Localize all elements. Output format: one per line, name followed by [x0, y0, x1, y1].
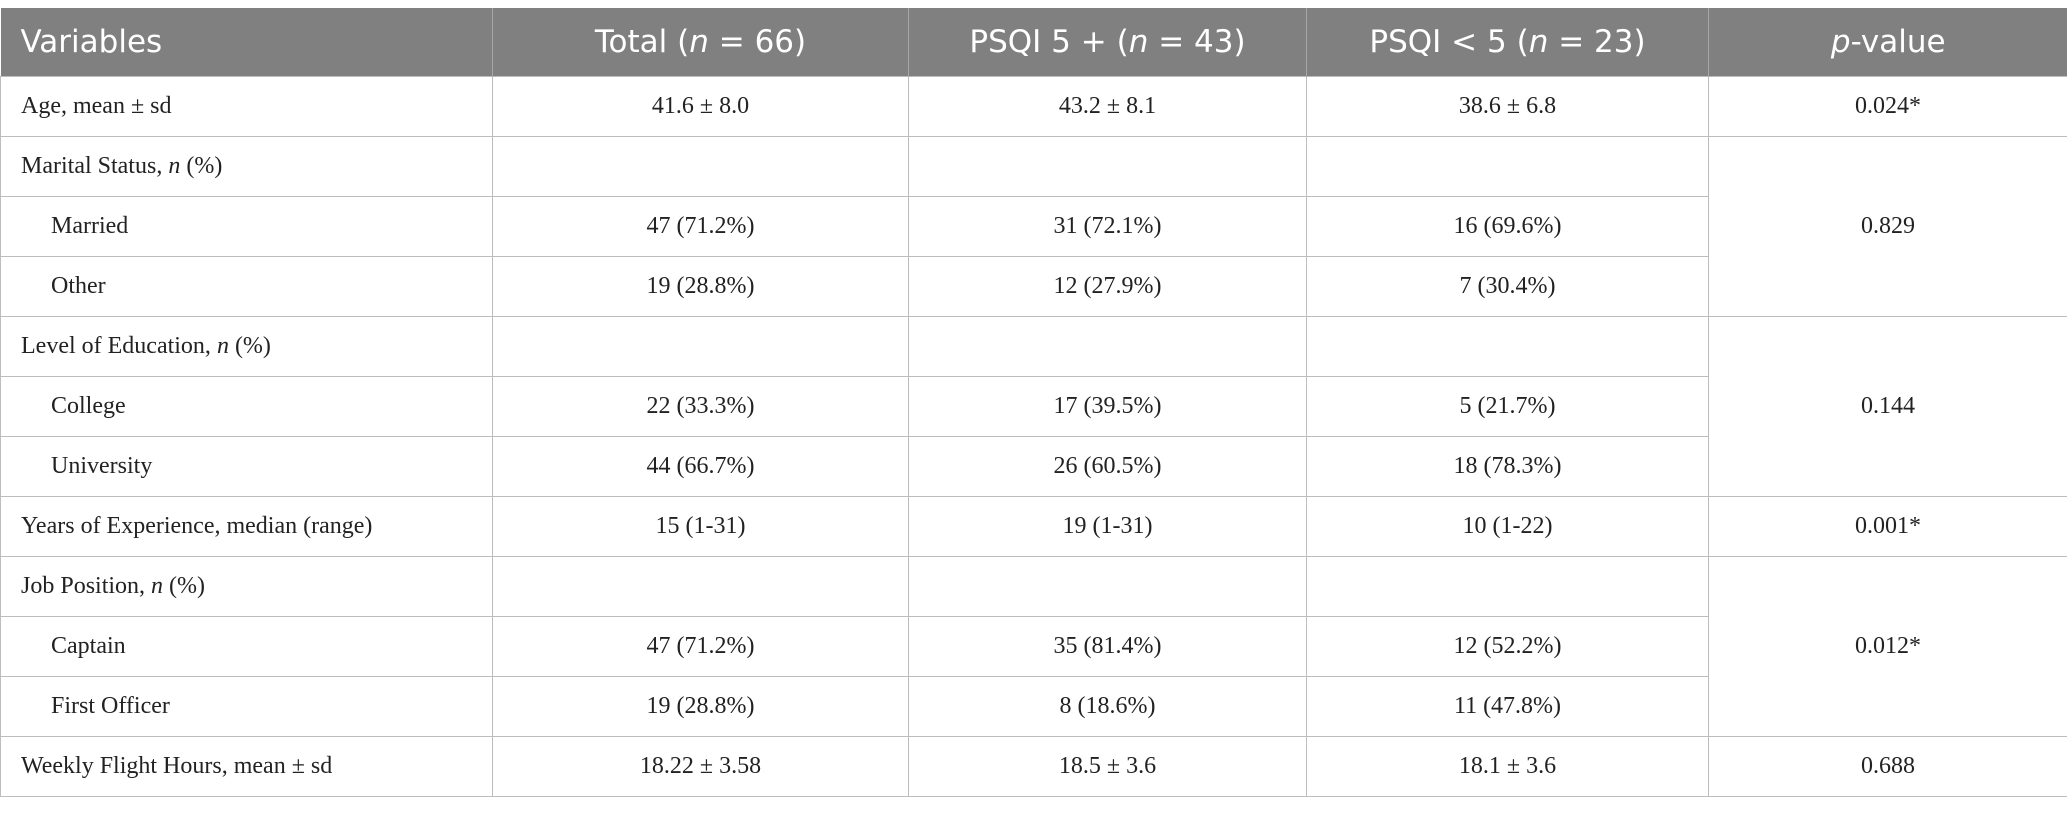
text-part: n: [1528, 24, 1549, 60]
cell: 8 (18.6%): [908, 676, 1307, 737]
text-part: n: [151, 573, 164, 599]
header-cell: PSQI < 5 (n = 23): [1306, 8, 1709, 77]
text-part: n: [1128, 24, 1149, 60]
cell: 12 (52.2%): [1306, 616, 1709, 677]
table-header: Variables Total (n = 66) PSQI 5 + (n = 43)…: [0, 8, 2067, 77]
empty-cell: [1306, 136, 1709, 197]
empty-cell: [492, 316, 909, 377]
cell: 16 (69.6%): [1306, 196, 1709, 257]
text-part: PSQI 5 + (: [969, 24, 1129, 60]
header-row: Variables Total (n = 66) PSQI 5 + (n = 43)…: [0, 8, 2067, 77]
p-value: 0.024*: [1708, 76, 2067, 137]
empty-cell: [1306, 556, 1709, 617]
row: Marital Status, n (%) 0.829: [0, 136, 2067, 317]
cell: 47 (71.2%): [492, 616, 909, 677]
row-label: Marital Status, n (%): [0, 136, 493, 197]
header-cell: Variables: [0, 8, 493, 77]
text-part: = 23): [1548, 24, 1646, 60]
text-part: Marital Status,: [21, 153, 169, 179]
empty-cell: [908, 136, 1307, 197]
text-part: PSQI < 5 (: [1369, 24, 1529, 60]
cell: 5 (21.7%): [1306, 376, 1709, 437]
row: Weekly Flight Hours, mean ± sd 18.22 ± 3.…: [0, 736, 2067, 797]
sub-row: College 22 (33.3%) 17 (39.5%) 5 (21.7%): [0, 376, 2067, 437]
sub-row: First Officer 19 (28.8%) 8 (18.6%) 11 (47.8…: [0, 676, 2067, 737]
cell: 47 (71.2%): [492, 196, 909, 257]
text-part: Job Position,: [21, 573, 152, 599]
text-part: -value: [1850, 24, 1946, 60]
text-part: (%): [228, 333, 271, 359]
p-value: 0.012*: [1708, 556, 2067, 737]
cell: 19 (28.8%): [492, 256, 909, 317]
cell: 18.5 ± 3.6: [908, 736, 1307, 797]
text-part: Total (: [594, 24, 690, 60]
row-label: Years of Experience, median (range): [0, 496, 493, 557]
row-label: College: [0, 376, 493, 437]
row: Years of Experience, median (range) 15 (1…: [0, 496, 2067, 557]
header-cell: Total (n = 66): [492, 8, 909, 77]
cell: 18.1 ± 3.6: [1306, 736, 1709, 797]
cell: 19 (28.8%): [492, 676, 909, 737]
text-part: (%): [180, 153, 223, 179]
text-part: = 66): [708, 24, 807, 60]
text-part: p: [1830, 24, 1851, 60]
cell: 31 (72.1%): [908, 196, 1307, 257]
row-label: Level of Education, n (%): [0, 316, 493, 377]
header-cell: p-value: [1708, 8, 2067, 77]
empty-cell: [492, 136, 909, 197]
text-part: (%): [163, 573, 206, 599]
text-part: = 43): [1148, 24, 1246, 60]
cell: 41.6 ± 8.0: [492, 76, 909, 137]
text-part: Variables: [20, 24, 163, 60]
p-value: 0.001*: [1708, 496, 2067, 557]
row-label: University: [0, 436, 493, 497]
cell: 35 (81.4%): [908, 616, 1307, 677]
empty-cell: [908, 316, 1307, 377]
row: Level of Education, n (%) 0.144: [0, 316, 2067, 497]
cell: 18.22 ± 3.58: [492, 736, 909, 797]
p-value: 0.829: [1708, 136, 2067, 317]
cell: 18 (78.3%): [1306, 436, 1709, 497]
empty-cell: [908, 556, 1307, 617]
cell: 44 (66.7%): [492, 436, 909, 497]
sub-row: University 44 (66.7%) 26 (60.5%) 18 (78.3%): [0, 436, 2067, 497]
text-part: n: [216, 333, 229, 359]
row: Job Position, n (%) 0.012*: [0, 556, 2067, 737]
cell: 43.2 ± 8.1: [908, 76, 1307, 137]
p-value: 0.688: [1708, 736, 2067, 797]
cell: 22 (33.3%): [492, 376, 909, 437]
row-label: Captain: [0, 616, 493, 677]
p-value: 0.144: [1708, 316, 2067, 497]
cell: 17 (39.5%): [908, 376, 1307, 437]
cell: 19 (1-31): [908, 496, 1307, 557]
cell: 12 (27.9%): [908, 256, 1307, 317]
row-label: Age, mean ± sd: [0, 76, 493, 137]
empty-cell: [1306, 316, 1709, 377]
row: Age, mean ± sd 41.6 ± 8.0 43.2 ± 8.1 38.6 ±…: [0, 76, 2067, 137]
empty-cell: [492, 556, 909, 617]
cell: 7 (30.4%): [1306, 256, 1709, 317]
cell: 10 (1-22): [1306, 496, 1709, 557]
text-part: Age, mean ± sd: [21, 93, 172, 119]
text-part: n: [168, 153, 181, 179]
row-label: Job Position, n (%): [0, 556, 493, 617]
row-label: First Officer: [0, 676, 493, 737]
row-label: Other: [0, 256, 493, 317]
cell: 26 (60.5%): [908, 436, 1307, 497]
text-part: n: [689, 24, 709, 60]
data-table: Variables Total (n = 66) PSQI 5 + (n = 43)…: [0, 8, 2067, 797]
row-label: Married: [0, 196, 493, 257]
cell: 15 (1-31): [492, 496, 909, 557]
row-label: Weekly Flight Hours, mean ± sd: [0, 736, 493, 797]
sub-row: Captain 47 (71.2%) 35 (81.4%) 12 (52.2%): [0, 616, 2067, 677]
text-part: Level of Education,: [21, 333, 217, 359]
cell: 11 (47.8%): [1306, 676, 1709, 737]
cell: 38.6 ± 6.8: [1306, 76, 1709, 137]
header-cell: PSQI 5 + (n = 43): [908, 8, 1307, 77]
table-body: Age, mean ± sd 41.6 ± 8.0 43.2 ± 8.1 38.6 ±…: [0, 76, 2067, 797]
text-part: Weekly Flight Hours, mean ± sd: [21, 753, 333, 779]
text-part: Years of Experience, median (range): [21, 513, 373, 539]
